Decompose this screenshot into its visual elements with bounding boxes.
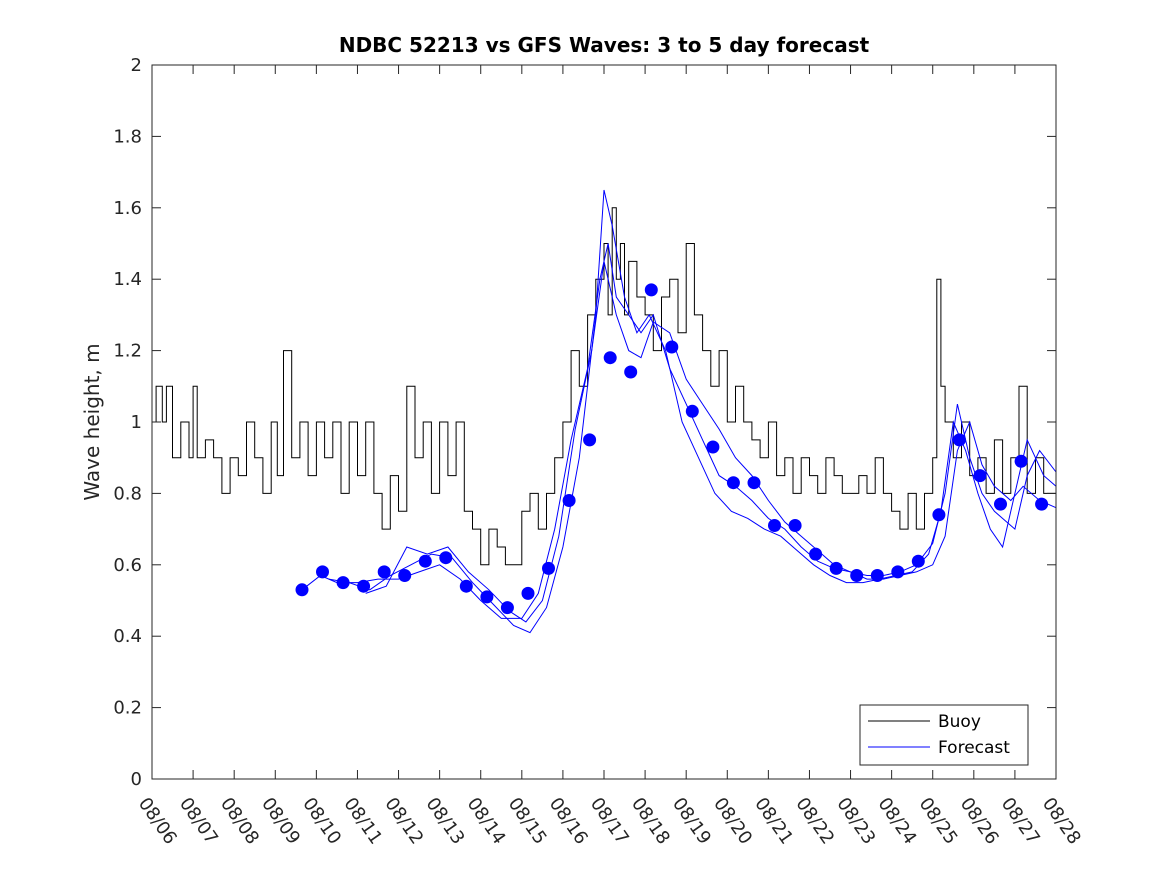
- y-axis-label: Wave height, m: [80, 343, 104, 500]
- forecast-point: [542, 561, 555, 575]
- forecast-point: [706, 440, 720, 454]
- y-tick-label: 1.2: [113, 341, 142, 362]
- forecast-point: [398, 569, 412, 582]
- y-tick-label: 0.2: [113, 698, 142, 719]
- legend-label-forecast: Forecast: [938, 738, 1010, 758]
- y-tick-label: 2: [131, 55, 142, 76]
- y-tick-label: 0.8: [113, 483, 142, 504]
- forecast-point: [850, 569, 864, 582]
- forecast-point: [829, 561, 843, 575]
- legend-label-buoy: Buoy: [938, 712, 981, 732]
- forecast-point: [583, 433, 597, 447]
- forecast-point: [747, 476, 761, 490]
- forecast-point: [521, 586, 535, 600]
- chart-title: NDBC 52213 vs GFS Waves: 3 to 5 day fore…: [339, 33, 870, 57]
- legend: Buoy Forecast: [859, 704, 1029, 766]
- forecast-point: [603, 351, 617, 365]
- y-tick-label: 1: [131, 412, 142, 433]
- forecast-point: [952, 433, 966, 447]
- forecast-point: [418, 554, 432, 568]
- y-tick-label: 0.4: [113, 626, 142, 647]
- forecast-point: [685, 404, 699, 418]
- forecast-point: [726, 476, 740, 490]
- forecast-point: [562, 494, 576, 507]
- forecast-point: [377, 565, 391, 579]
- series-layer: [152, 189, 1057, 634]
- forecast-point: [1014, 454, 1028, 468]
- y-tick-label: 1.8: [113, 126, 142, 147]
- forecast-point: [665, 340, 679, 354]
- forecast-point: [295, 583, 309, 597]
- forecast-point: [316, 565, 329, 579]
- y-tick-label: 1.4: [113, 269, 142, 290]
- forecast-point: [870, 569, 884, 582]
- forecast-point: [1035, 497, 1049, 511]
- forecast-point: [891, 565, 905, 579]
- legend-box: [859, 704, 1029, 766]
- forecast-point: [973, 469, 987, 483]
- forecast-point: [994, 497, 1007, 511]
- forecast-point: [768, 519, 781, 532]
- forecast-point: [439, 551, 453, 565]
- y-tick-label: 0: [131, 769, 142, 790]
- forecast-point: [357, 579, 371, 593]
- forecast-point: [911, 554, 925, 568]
- forecast-point: [500, 601, 514, 615]
- forecast-point: [932, 508, 946, 522]
- y-tick-label: 1.6: [113, 198, 142, 219]
- forecast-point: [809, 547, 823, 561]
- axes-background: [152, 65, 1056, 779]
- series-line-forecast-run-c: [365, 261, 1057, 623]
- forecast-point: [336, 576, 350, 590]
- y-tick-label: 0.6: [113, 555, 142, 576]
- series-line-forecast-run-a: [301, 243, 1057, 619]
- forecast-point: [459, 579, 473, 593]
- forecast-point: [644, 283, 658, 297]
- forecast-point: [480, 590, 494, 604]
- forecast-point: [788, 519, 802, 532]
- forecast-point: [624, 365, 638, 379]
